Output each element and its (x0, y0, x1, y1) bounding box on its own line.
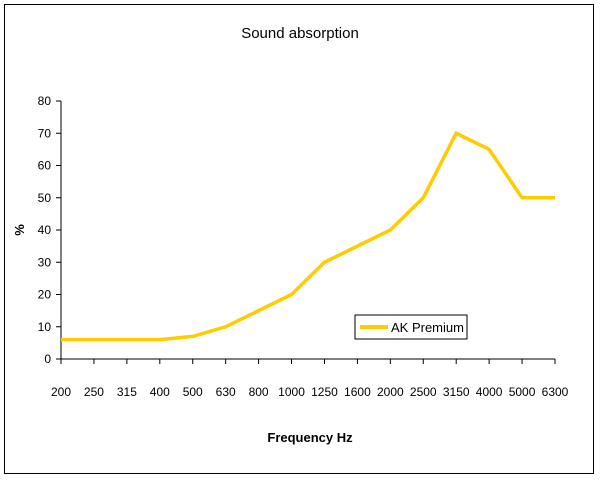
x-tick-label: 2000 (377, 385, 404, 399)
chart-frame (4, 4, 594, 474)
x-tick-label: 4000 (476, 385, 503, 399)
x-tick-label: 250 (84, 385, 104, 399)
legend-label: AK Premium (391, 320, 464, 335)
x-tick-label: 2500 (410, 385, 437, 399)
series-group (60, 130, 556, 342)
x-tick-label: 315 (117, 385, 137, 399)
x-tick-label: 1250 (311, 385, 338, 399)
x-axis-label: Frequency Hz (267, 430, 353, 445)
y-tick-label: 70 (38, 126, 52, 140)
y-tick-label: 40 (38, 223, 52, 237)
y-axis-ticks: 0 10 20 30 40 50 60 70 80 (38, 94, 61, 366)
y-axis-label: % (12, 224, 27, 236)
y-tick-label: 50 (38, 191, 52, 205)
y-tick-label: 20 (38, 288, 52, 302)
x-tick-label: 3150 (443, 385, 470, 399)
x-tick-label: 1600 (344, 385, 371, 399)
y-tick-label: 80 (38, 94, 52, 108)
x-tick-label: 630 (216, 385, 236, 399)
y-tick-label: 0 (44, 352, 51, 366)
series-line (61, 130, 555, 342)
x-tick-label: 6300 (542, 385, 569, 399)
chart-title: Sound absorption (241, 25, 359, 42)
x-axis-ticks: 200 250 315 400 500 630 800 1000 1250 1600 2000 250… (51, 359, 569, 399)
x-tick-label: 800 (249, 385, 269, 399)
legend: AK Premium (354, 314, 468, 340)
x-tick-label: 500 (183, 385, 203, 399)
y-tick-label: 30 (38, 255, 52, 269)
x-tick-label: 200 (51, 385, 71, 399)
x-tick-label: 1000 (278, 385, 305, 399)
x-tick-label: 5000 (509, 385, 536, 399)
y-tick-label: 60 (38, 159, 52, 173)
y-tick-label: 10 (38, 320, 52, 334)
axes (60, 101, 555, 360)
x-tick-label: 400 (150, 385, 170, 399)
